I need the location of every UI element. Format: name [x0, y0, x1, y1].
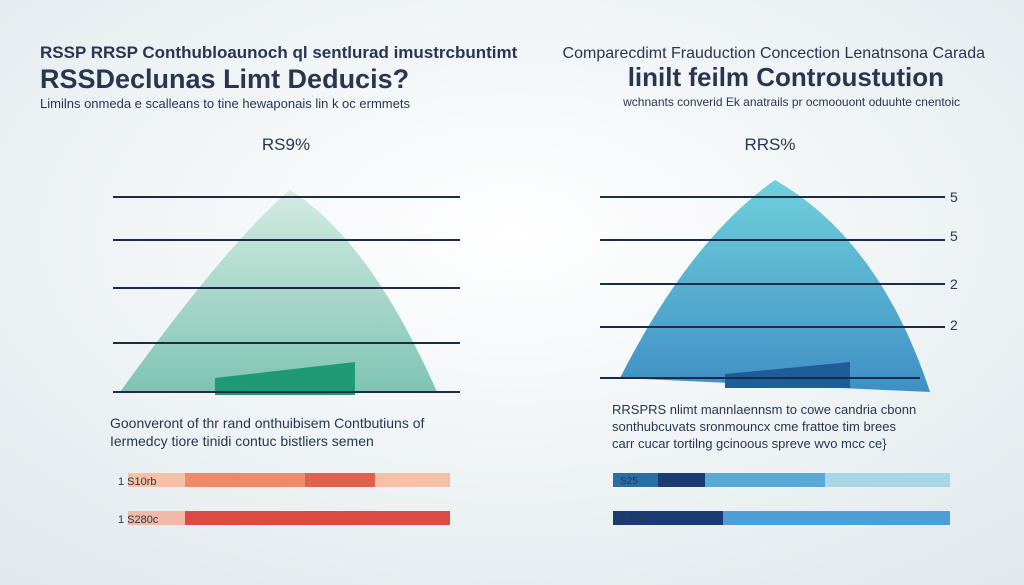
- bar-segment: [185, 473, 305, 487]
- bar-label: 1 S10rb: [118, 476, 157, 488]
- lines: [600, 196, 945, 379]
- tick-label: 2: [950, 317, 958, 333]
- caption: sonthubcuvats sronmouncx cme frattoe tim…: [612, 419, 896, 434]
- caption: carr cucar tortilng gcinoous spreve wvo …: [612, 436, 887, 451]
- title: RSSDeclunas Limt Deducis?: [40, 64, 409, 94]
- chart-label: RRS%: [744, 135, 795, 154]
- bar-segment: [613, 511, 723, 525]
- caption: Iermedcy tiore tinidi contuc bistliers s…: [110, 433, 374, 449]
- tick-label: 2: [950, 276, 958, 292]
- caption: RRSPRS nlimt mannlaennsm to cowe candria…: [612, 402, 916, 417]
- block: [215, 362, 355, 395]
- subtitle: wchnants converid Ek anatrails pr ocmoou…: [622, 95, 960, 109]
- bar-segment: [658, 473, 705, 487]
- kicker: RSSP RRSP Conthubloaunoch ql sentlurad i…: [40, 43, 518, 62]
- bar-segment: [305, 473, 375, 487]
- cone: [620, 180, 930, 392]
- block: [725, 362, 850, 388]
- bar-segment: [185, 511, 450, 525]
- bar-segment: [705, 473, 825, 487]
- lines: [113, 196, 460, 393]
- kicker: Comparecdimt Frauduction Concection Lena…: [563, 45, 986, 62]
- bar-label: 1 S280c: [118, 514, 159, 526]
- title: linilt feilm Controustution: [628, 62, 944, 92]
- bar-label: 1 130: [620, 514, 645, 525]
- bar-label: S25: [620, 476, 638, 487]
- tick-label: 5: [950, 189, 958, 205]
- subtitle: Limilns onmeda e scalleans to tine hewap…: [40, 96, 410, 111]
- chart-label: RS9%: [262, 135, 310, 154]
- tick-label: 5: [950, 228, 958, 244]
- bar-segment: [613, 473, 658, 487]
- caption: Goonveront of thr rand onthuibisem Contb…: [110, 415, 425, 431]
- cone: [120, 190, 437, 392]
